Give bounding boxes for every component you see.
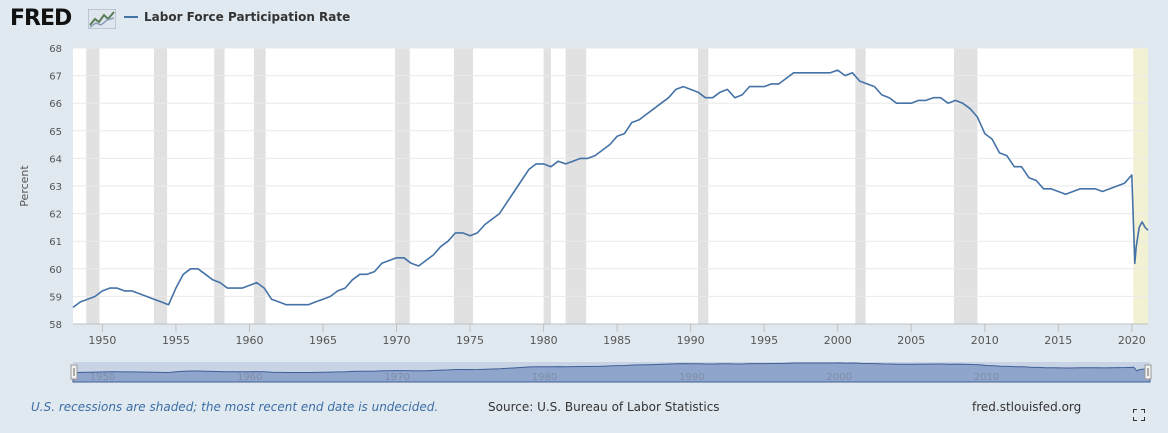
- recession-note: U.S. recessions are shaded; the most rec…: [31, 400, 439, 414]
- series-lines: [72, 69, 1149, 309]
- x-tick-label: 2010: [971, 334, 999, 347]
- fullscreen-icon[interactable]: [1133, 409, 1145, 421]
- chart-header: FRED Labor Force Participation Rate: [0, 0, 1168, 40]
- x-tick-label: 2015: [1044, 334, 1072, 347]
- y-tick-label: 65: [49, 127, 62, 138]
- y-tick-label: 58: [49, 320, 62, 331]
- y-tick-label: 59: [49, 292, 62, 303]
- x-tick-label: 1970: [383, 334, 411, 347]
- navigator-tick-label: 1990: [679, 372, 704, 383]
- navigator-tick-label: 1950: [90, 372, 115, 383]
- y-tick-label: 68: [49, 44, 62, 55]
- y-tick-label: 63: [49, 182, 62, 193]
- navigator-tick-label: 2010: [974, 372, 999, 383]
- x-tick-label: 1960: [235, 334, 263, 347]
- x-axis-ticks: 1950 1955 1960 1965 1970 1975 1980 1985 1990 1995…: [73, 323, 1148, 347]
- source-text: Source: U.S. Bureau of Labor Statistics: [488, 400, 720, 414]
- fred-logo-chart-icon: [88, 9, 116, 29]
- y-axis-ticks: 58 59 60 61 62 63 64 65 66 67 68: [49, 44, 62, 331]
- legend[interactable]: Labor Force Participation Rate: [124, 10, 350, 24]
- y-tick-label: 64: [49, 154, 62, 165]
- y-tick-label: 62: [49, 210, 62, 221]
- y-tick-label: 60: [49, 265, 62, 276]
- grid-lines: [73, 47, 1148, 325]
- y-tick-label: 66: [49, 99, 62, 110]
- x-tick-label: 1975: [456, 334, 484, 347]
- navigator-tick-label: 2000: [826, 372, 851, 383]
- x-tick-label: 1980: [530, 334, 558, 347]
- x-tick-label: 1995: [750, 334, 778, 347]
- x-tick-label: 2000: [824, 334, 852, 347]
- x-tick-label: 1985: [603, 334, 631, 347]
- y-axis-label: Percent: [18, 165, 31, 207]
- navigator-ticks: 1950 1960 1970 1980 1990 2000 2010: [90, 372, 999, 383]
- y-tick-label: 61: [49, 237, 62, 248]
- navigator-tick-label: 1970: [384, 372, 409, 383]
- x-tick-label: 1965: [309, 334, 337, 347]
- x-tick-label: 1950: [88, 334, 116, 347]
- navigator-series-area: [72, 362, 1151, 383]
- fred-logo[interactable]: FRED: [10, 6, 72, 31]
- x-tick-label: 1955: [162, 334, 190, 347]
- navigator-tick-label: 1980: [532, 372, 557, 383]
- x-tick-label: 2020: [1118, 334, 1146, 347]
- x-tick-label: 1990: [677, 334, 705, 347]
- site-link[interactable]: fred.stlouisfed.org: [972, 400, 1082, 414]
- navigator-tick-label: 1960: [237, 372, 262, 383]
- range-navigator[interactable]: 1950 1960 1970 1980 1990 2000 2010: [70, 362, 1152, 383]
- legend-label: Labor Force Participation Rate: [144, 10, 351, 24]
- x-tick-label: 2005: [897, 334, 925, 347]
- y-tick-label: 67: [49, 72, 62, 83]
- series-line[interactable]: [72, 69, 1149, 309]
- legend-line-swatch: [124, 16, 138, 18]
